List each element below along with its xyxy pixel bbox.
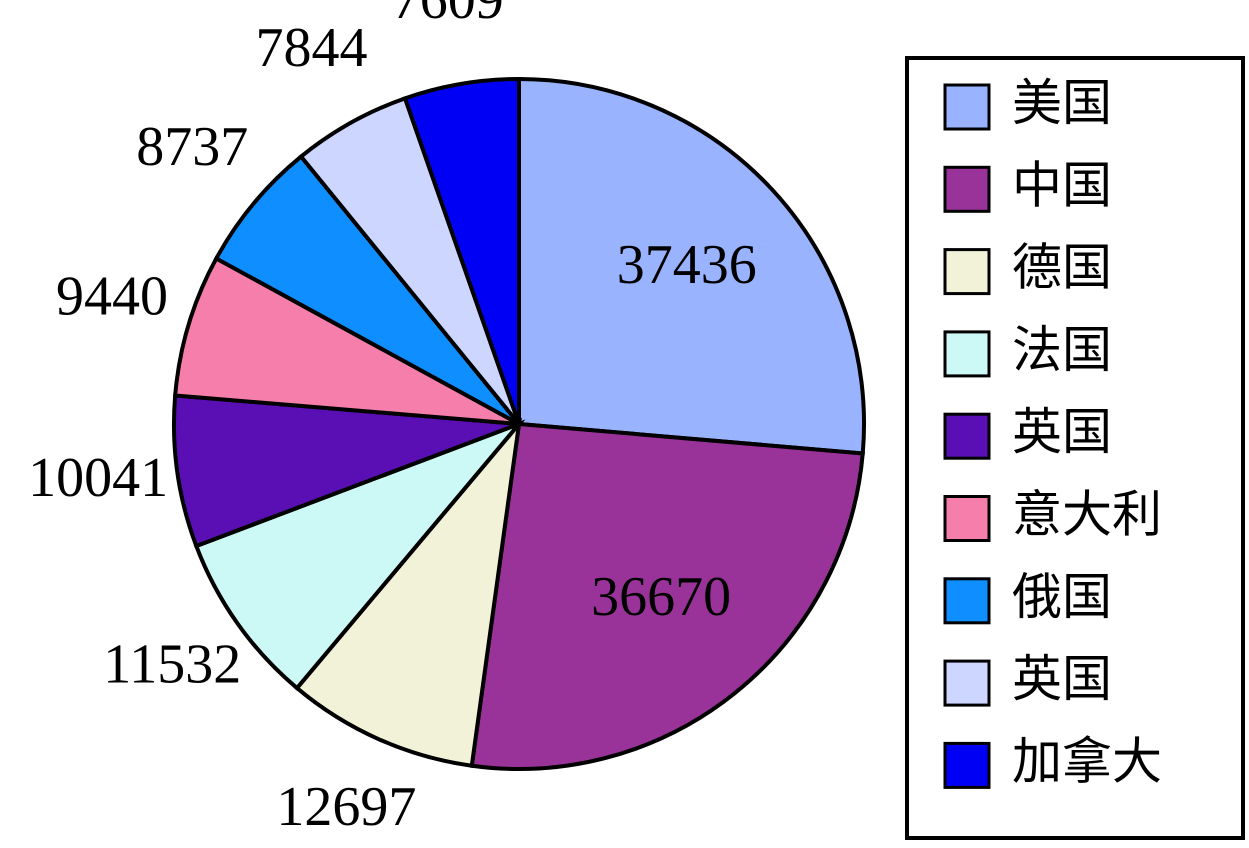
legend-label: 英国 [1012,403,1112,461]
pie-slice [517,76,866,456]
legend-swatch [943,83,991,131]
data-label: 7844 [255,17,367,79]
legend-swatch [943,248,991,296]
pie-slice [469,421,865,771]
legend-label: 德国 [1012,239,1112,297]
legend-label: 法国 [1012,321,1112,379]
legend-label: 中国 [1012,156,1112,214]
pie-slice [294,417,522,769]
legend-swatch [943,330,991,378]
legend-swatch [943,741,991,789]
pie-slice [213,153,521,426]
data-label: 37436 [617,234,757,296]
pie-slice [193,419,526,691]
legend-swatch [943,495,991,542]
data-label: 7609 [392,0,504,31]
data-label: 9440 [56,266,168,328]
legend-label: 加拿大 [1012,732,1162,790]
legend-swatch [943,659,991,707]
legend-swatch [943,412,991,460]
pie-slice [402,76,521,425]
data-label: 36670 [591,566,731,628]
data-label: 12697 [276,776,416,838]
pie-slice [172,393,520,549]
pie-slice [173,255,520,426]
legend-label: 意大利 [1012,486,1162,544]
legend-label: 美国 [1012,74,1112,132]
legend-label: 英国 [1012,650,1112,708]
data-label: 10041 [28,447,168,509]
legend-swatch [943,577,991,625]
legend-label: 俄国 [1012,568,1112,626]
data-label: 8737 [136,116,248,178]
data-label: 11532 [103,634,241,696]
legend-swatch [943,165,991,213]
